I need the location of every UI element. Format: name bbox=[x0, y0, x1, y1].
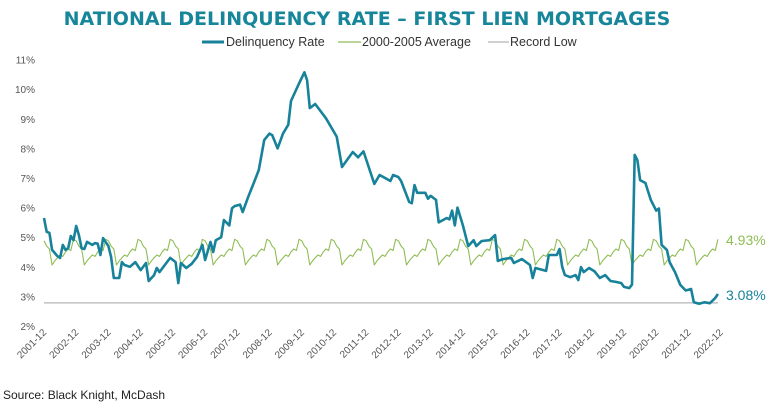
y-tick-label: 2% bbox=[21, 322, 36, 333]
y-axis: 2% 3% 4% 5% 6% 7% 8% 9% 10% 11% bbox=[15, 56, 35, 333]
x-tick-label: 2003-12 bbox=[80, 327, 114, 361]
x-tick-label: 2022-12 bbox=[692, 327, 726, 361]
plot-area bbox=[42, 71, 719, 306]
x-tick-label: 2020-12 bbox=[628, 327, 662, 361]
x-tick-label: 2008-12 bbox=[241, 327, 275, 361]
y-tick-label: 3% bbox=[21, 292, 36, 303]
y-tick-label: 9% bbox=[21, 115, 36, 126]
x-tick-label: 2007-12 bbox=[209, 327, 243, 361]
legend: Delinquency Rate 2000-2005 Average Recor… bbox=[202, 35, 578, 49]
source-note: Source: Black Knight, McDash bbox=[3, 388, 165, 402]
x-tick-label: 2006-12 bbox=[176, 327, 210, 361]
x-tick-label: 2013-12 bbox=[402, 327, 436, 361]
x-tick-label: 2011-12 bbox=[338, 327, 372, 361]
x-tick-label: 2021-12 bbox=[660, 327, 694, 361]
legend-label-delinquency: Delinquency Rate bbox=[226, 35, 325, 49]
x-tick-label: 2010-12 bbox=[305, 327, 339, 361]
x-tick-label: 2018-12 bbox=[563, 327, 597, 361]
y-tick-label: 7% bbox=[21, 174, 36, 185]
legend-label-average: 2000-2005 Average bbox=[362, 35, 471, 49]
chart-title: NATIONAL DELINQUENCY RATE – FIRST LIEN M… bbox=[64, 8, 671, 30]
x-tick-label: 2012-12 bbox=[370, 327, 404, 361]
y-tick-label: 6% bbox=[21, 204, 36, 215]
x-tick-label: 2017-12 bbox=[531, 327, 565, 361]
x-tick-label: 2002-12 bbox=[48, 327, 82, 361]
x-tick-label: 2015-12 bbox=[466, 327, 500, 361]
y-tick-label: 11% bbox=[16, 56, 35, 67]
x-tick-label: 2019-12 bbox=[595, 327, 629, 361]
y-tick-label: 4% bbox=[21, 263, 36, 274]
x-tick-label: 2009-12 bbox=[273, 327, 307, 361]
delinquency-rate-line bbox=[42, 71, 719, 306]
y-tick-label: 5% bbox=[21, 233, 36, 244]
y-tick-label: 10% bbox=[15, 85, 35, 96]
end-label-delinquency: 3.08% bbox=[726, 287, 766, 303]
x-tick-label: 2004-12 bbox=[112, 327, 146, 361]
average-line bbox=[43, 238, 719, 266]
x-axis: 2001-122002-122003-122004-122005-122006-… bbox=[15, 327, 726, 361]
y-tick-label: 8% bbox=[21, 144, 36, 155]
x-tick-label: 2014-12 bbox=[434, 327, 468, 361]
x-tick-label: 2016-12 bbox=[499, 327, 533, 361]
end-label-average: 4.93% bbox=[726, 232, 766, 248]
legend-label-record-low: Record Low bbox=[510, 35, 578, 49]
x-tick-label: 2005-12 bbox=[144, 327, 178, 361]
